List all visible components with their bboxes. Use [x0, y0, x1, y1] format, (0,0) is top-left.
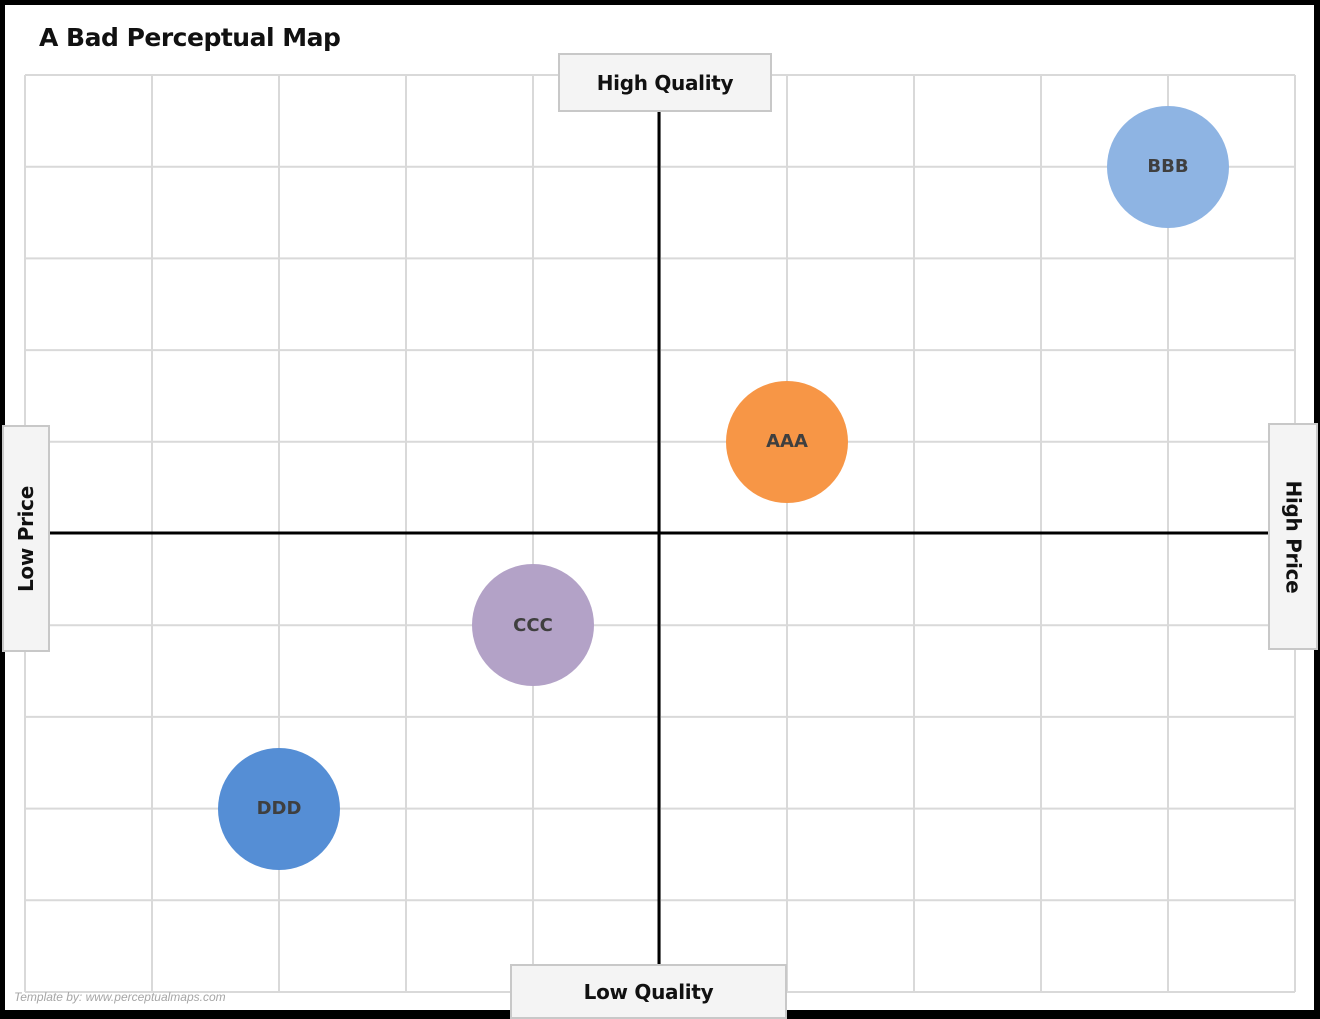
- axis-label-top: High Quality: [558, 53, 772, 112]
- axis-label-right: High Price: [1268, 423, 1318, 650]
- chart-canvas: A Bad Perceptual Map AAA BBB CCC DDD High Q…: [2, 5, 1318, 1019]
- axis-label-high-quality: High Quality: [596, 70, 734, 95]
- chart-title: A Bad Perceptual Map: [39, 23, 341, 52]
- axis-label-low-quality: Low Quality: [583, 979, 714, 1004]
- axis-label-low-price: Low Price: [14, 485, 38, 592]
- bubble-ddd: DDD: [218, 747, 340, 870]
- axis-label-left: Low Price: [2, 425, 50, 652]
- bubble-bbb: BBB: [1107, 105, 1229, 228]
- axis-label-high-price: High Price: [1281, 480, 1306, 593]
- template-credit: Template by: www.perceptualmaps.com: [14, 990, 226, 1004]
- bubble-aaa: AAA: [726, 380, 848, 503]
- axis-label-bottom: Low Quality: [510, 964, 787, 1019]
- bubble-ccc: CCC: [472, 564, 594, 687]
